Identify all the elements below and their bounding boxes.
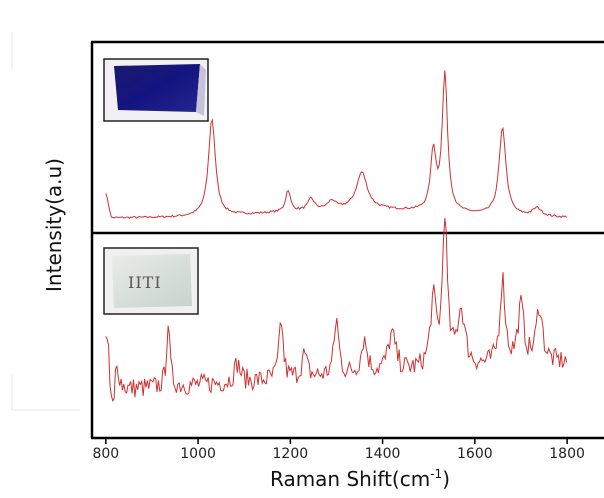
inset-photo-bottom: IITI (103, 247, 199, 315)
x-tick-label: 1600 (457, 446, 493, 462)
x-axis-ticks: 800 1000 1200 1400 1600 1800 (92, 438, 585, 462)
plot-frame (90, 40, 604, 440)
inset-label: IITI (128, 273, 162, 292)
spectrum-bottom-line (105, 218, 568, 403)
inset-photo-top (103, 58, 209, 122)
x-axis-title-sup: -1 (430, 467, 442, 481)
stained-sample-shape (114, 64, 200, 112)
spectrum-top-line (105, 70, 567, 219)
x-axis-title-close: ) (442, 467, 450, 491)
y-axis-title: Intensity(a.u) (42, 158, 66, 292)
x-tick-label: 1400 (365, 446, 401, 462)
x-tick-label: 1800 (549, 446, 585, 462)
clear-sample-shape (112, 254, 192, 308)
x-tick-label: 800 (92, 446, 119, 462)
x-axis-title: Raman Shift(cm-1) (270, 467, 450, 491)
x-tick-label: 1000 (180, 446, 216, 462)
x-tick-label: 1200 (273, 446, 309, 462)
x-axis-title-main: Raman Shift(cm (270, 467, 430, 491)
